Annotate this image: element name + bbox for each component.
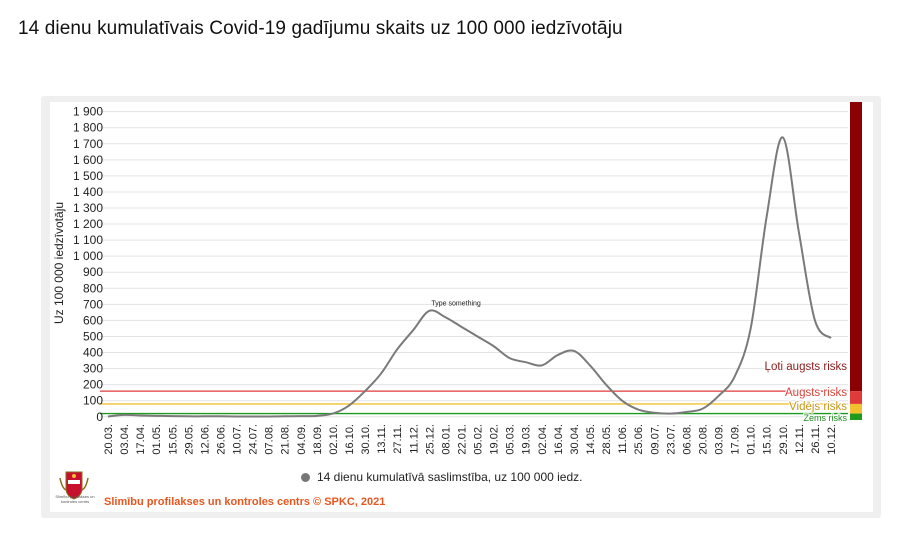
x-tick-label: 27.11. [392,424,404,454]
y-axis-title: Uz 100 000 iedzīvotāju [52,202,66,324]
spkc-logo-icon [59,471,89,500]
y-tick-label: 300 [83,362,103,376]
annotation-text: Type something [431,301,481,308]
x-tick-label: 25.06. [633,424,645,455]
y-tick-label: 900 [83,265,103,279]
x-tick-label: 06.08. [681,424,693,455]
y-tick-label: 1 100 [73,233,103,247]
x-tick-label: 19.02. [489,424,501,455]
x-tick-label: 14.05. [585,424,597,455]
x-tick-label: 07.08. [264,424,276,455]
x-tick-label: 02.04. [537,424,549,455]
x-tick-label: 10.12. [826,424,838,455]
y-tick-label: 700 [83,297,103,311]
x-tick-label: 03.09. [714,424,726,455]
x-tick-label: 11.12. [408,424,420,454]
x-tick-label: 12.11. [794,424,806,454]
y-axis-ticks: 0 100 200 300 400 500 600 700 800 900 1 000 1 100 1 … [73,105,103,424]
x-tick-label: 25.12. [424,424,436,455]
y-tick-label: 1 400 [73,185,103,199]
x-tick-label: 15.10. [762,424,774,455]
x-tick-label: 18.09. [312,424,324,455]
risk-zone-label: Augsts risks [785,387,847,399]
x-tick-label: 01.05. [151,424,163,455]
x-tick-label: 13.11. [376,424,388,454]
y-tick-label: 1 200 [73,217,103,231]
series-layer [107,136,832,418]
x-tick-label: 30.10. [360,424,372,455]
x-tick-label: 11.06. [617,424,629,454]
x-tick-label: 12.06. [199,424,211,455]
risk-threshold-lines [100,390,848,415]
chart-legend: 14 dienu kumulatīvā saslimstība, uz 100 … [301,470,583,484]
legend-marker [301,472,310,482]
x-tick-label: 19.03. [521,424,533,455]
page-title: 14 dienu kumulatīvais Covid-19 gadījumu … [18,18,623,39]
y-tick-label: 1 700 [73,137,103,151]
x-tick-label: 16.04. [553,424,565,455]
y-tick-label: 600 [83,313,103,327]
x-tick-label: 23.07. [665,424,677,455]
gridlines [100,111,848,418]
y-tick-label: 1 600 [73,153,103,167]
x-tick-label: 10.07. [232,424,244,455]
y-tick-label: 500 [83,329,103,343]
source-credit: Slimību profilakses un kontroles centrs … [104,496,386,508]
x-tick-label: 26.11. [810,424,822,454]
y-tick-label: 1 000 [73,249,103,263]
legend-label: 14 dienu kumulatīvā saslimstība, uz 100 … [317,470,583,484]
x-tick-label: 29.05. [183,424,195,455]
risk-zone-label: Vidējs risks [789,401,847,413]
x-tick-label: 15.05. [167,424,179,455]
x-tick-label: 22.01. [456,424,468,455]
x-tick-label: 01.10. [746,424,758,455]
y-tick-label: 1 500 [73,169,103,183]
y-tick-label: 0 [96,410,103,424]
y-tick-label: 800 [83,281,103,295]
x-tick-label: 08.01. [440,424,452,455]
risk-zone-band [850,102,862,392]
x-tick-label: 20.03. [103,424,115,455]
y-tick-label: 200 [83,378,103,392]
x-tick-label: 28.05. [601,424,613,455]
x-tick-label: 20.08. [697,424,709,455]
y-tick-label: 1 300 [73,201,103,215]
x-tick-label: 21.08. [280,424,292,455]
x-tick-label: 02.10. [328,424,340,455]
y-tick-label: 1 800 [73,121,103,135]
risk-zone-band [850,391,862,404]
x-tick-label: 16.10. [344,424,356,455]
x-tick-label: 09.07. [649,424,661,455]
logo-caption: Slimību profilakses un kontroles centrs [55,494,95,504]
y-tick-label: 400 [83,346,103,360]
x-tick-label: 24.07. [248,424,260,455]
risk-zone-label: Zems risks [804,413,848,423]
risk-zone-label: Ļoti augsts risks [765,361,848,373]
risk-zone-band [850,403,862,414]
chart-panel [50,102,873,512]
series-line [107,136,832,418]
x-tick-label: 04.09. [296,424,308,455]
y-tick-label: 100 [83,394,103,408]
risk-zone-bar [850,102,862,420]
x-tick-label: 30.04. [569,424,581,455]
x-tick-label: 29.10. [778,424,790,455]
x-tick-label: 05.02. [473,424,485,455]
x-axis-ticks: 20.03. 03.04. 17.04. 01.05. 15.05. 29.05. 12.0… [103,424,838,455]
x-tick-label: 17.09. [730,424,742,455]
x-tick-label: 26.06. [215,424,227,455]
x-tick-label: 17.04. [135,424,147,455]
risk-zone-labels: Ļoti augsts risks Augsts risks Vidējs risk… [763,360,848,424]
risk-zone-band [850,413,862,420]
y-tick-label: 1 900 [73,105,103,119]
x-tick-label: 05.03. [505,424,517,455]
x-tick-label: 03.04. [119,424,131,455]
